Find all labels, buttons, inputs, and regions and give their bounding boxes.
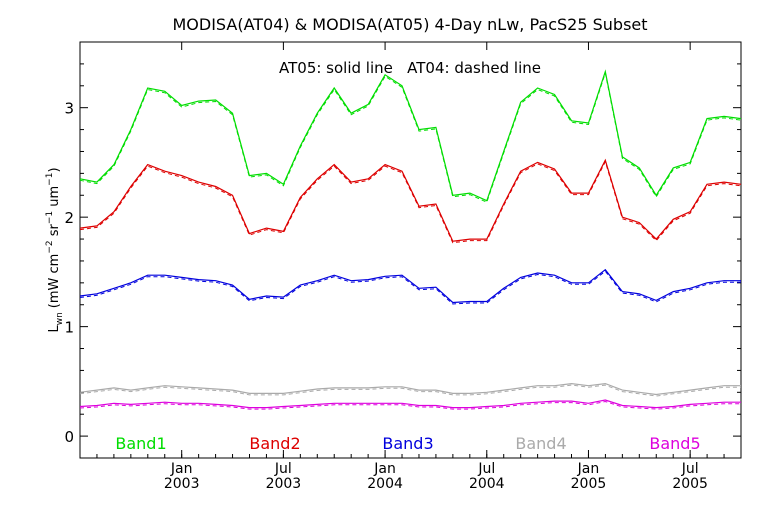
y-axis-label-units: (mW cm: [47, 254, 62, 309]
y-tick-label: 1: [64, 319, 74, 337]
chart-annotation: AT05: solid line AT04: dashed line: [279, 59, 541, 77]
legend-label-band5: Band5: [649, 434, 700, 453]
x-axis: Jan2003Jul2003Jan2004Jul2004Jan2005Jul20…: [79, 42, 742, 492]
x-tick-month: Jul: [274, 461, 292, 477]
x-tick-month: Jul: [477, 461, 495, 477]
x-tick-year: 2003: [164, 476, 200, 492]
y-tick-label: 0: [64, 428, 74, 446]
y-axis-label-exp1: −2: [45, 240, 55, 253]
y-axis: 0 1 2 3: [64, 41, 741, 459]
series-dashed-band5: [79, 400, 741, 410]
legend-label-band2: Band2: [249, 434, 300, 453]
series-line-band3: [79, 268, 741, 304]
y-axis-label-main: L: [47, 325, 62, 333]
legend-label-band1: Band1: [115, 434, 166, 453]
series-dashed-band3: [79, 270, 741, 305]
y-axis-label: Lwn(mW cm−2 sr−1 um−1): [45, 167, 65, 332]
plot-frame: [79, 41, 742, 459]
chart-title: MODISA(AT04) & MODISA(AT05) 4-Day nLw, P…: [172, 15, 647, 34]
series-lines: [79, 69, 742, 410]
y-axis-label-mid2: um: [47, 186, 62, 211]
y-axis-label-exp2: −1: [45, 211, 55, 224]
x-tick-year: 2003: [266, 476, 302, 492]
series-dashed-band4: [79, 384, 741, 397]
series-dashed-band2: [79, 160, 742, 244]
y-tick-label: 3: [64, 100, 74, 118]
x-tick-month: Jan: [170, 461, 193, 477]
x-tick-month: Jul: [681, 461, 699, 477]
y-axis-label-end: ): [47, 167, 62, 172]
x-tick-year: 2005: [571, 476, 607, 492]
legend: Band1 Band2 Band3 Band4 Band5: [115, 434, 700, 453]
x-tick-year: 2004: [469, 476, 505, 492]
x-tick-year: 2004: [367, 476, 403, 492]
legend-label-band4: Band4: [515, 434, 566, 453]
legend-label-band3: Band3: [382, 434, 433, 453]
series-line-band1: [79, 69, 742, 202]
series-line-band4: [79, 382, 741, 396]
series-line-band2: [79, 158, 742, 242]
series-dashed-band1: [79, 71, 742, 203]
series-line-band5: [79, 399, 741, 409]
x-tick-month: Jan: [373, 461, 396, 477]
y-tick-label: 2: [64, 209, 74, 227]
y-axis-label-mid1: sr: [47, 223, 62, 240]
x-tick-year: 2005: [672, 476, 708, 492]
y-axis-label-sub: wn: [55, 312, 65, 325]
y-axis-label-exp3: −1: [45, 173, 55, 186]
x-tick-month: Jan: [577, 461, 600, 477]
